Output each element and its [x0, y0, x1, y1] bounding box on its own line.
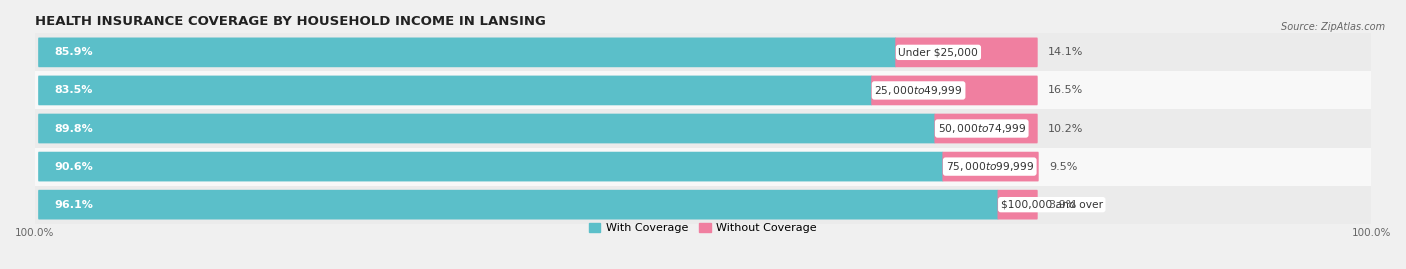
FancyBboxPatch shape [896, 37, 1038, 67]
FancyBboxPatch shape [942, 152, 1039, 181]
Text: HEALTH INSURANCE COVERAGE BY HOUSEHOLD INCOME IN LANSING: HEALTH INSURANCE COVERAGE BY HOUSEHOLD I… [35, 15, 546, 28]
Text: 90.6%: 90.6% [55, 162, 93, 172]
Text: 85.9%: 85.9% [55, 47, 93, 57]
Text: 89.8%: 89.8% [55, 123, 93, 133]
FancyBboxPatch shape [935, 114, 1038, 143]
Text: Source: ZipAtlas.com: Source: ZipAtlas.com [1281, 22, 1385, 31]
FancyBboxPatch shape [38, 190, 998, 220]
Text: 10.2%: 10.2% [1047, 123, 1083, 133]
Text: $50,000 to $74,999: $50,000 to $74,999 [938, 122, 1026, 135]
Bar [35, 109, 1371, 148]
Text: 96.1%: 96.1% [55, 200, 94, 210]
Text: $100,000 and over: $100,000 and over [1001, 200, 1102, 210]
FancyBboxPatch shape [38, 76, 872, 105]
FancyBboxPatch shape [997, 190, 1038, 220]
Text: 9.5%: 9.5% [1049, 162, 1077, 172]
Text: $25,000 to $49,999: $25,000 to $49,999 [875, 84, 963, 97]
Bar [35, 148, 1371, 186]
Text: 83.5%: 83.5% [55, 86, 93, 95]
Text: 16.5%: 16.5% [1047, 86, 1083, 95]
Legend: With Coverage, Without Coverage: With Coverage, Without Coverage [589, 223, 817, 233]
Text: 14.1%: 14.1% [1047, 47, 1083, 57]
FancyBboxPatch shape [38, 114, 935, 143]
Bar [35, 33, 1371, 71]
FancyBboxPatch shape [38, 152, 943, 181]
Text: 3.9%: 3.9% [1047, 200, 1076, 210]
Text: Under $25,000: Under $25,000 [898, 47, 979, 57]
Bar [35, 186, 1371, 224]
FancyBboxPatch shape [872, 76, 1038, 105]
Text: $75,000 to $99,999: $75,000 to $99,999 [946, 160, 1033, 173]
Bar [35, 71, 1371, 109]
FancyBboxPatch shape [38, 37, 897, 67]
